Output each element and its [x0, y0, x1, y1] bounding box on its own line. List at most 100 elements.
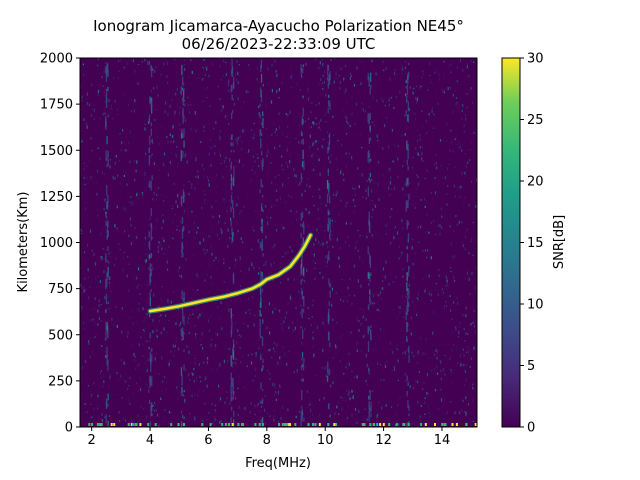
noise-pixel	[171, 99, 173, 101]
noise-pixel	[311, 169, 313, 171]
noise-pixel	[172, 88, 174, 90]
noise-pixel	[109, 159, 111, 161]
noise-pixel	[461, 150, 463, 152]
noise-pixel	[351, 112, 353, 116]
band-pixel	[105, 91, 108, 102]
noise-pixel	[191, 394, 193, 398]
noise-pixel	[149, 156, 151, 159]
noise-pixel	[380, 218, 382, 220]
noise-pixel	[278, 125, 280, 129]
noise-pixel	[205, 311, 207, 313]
band-pixel	[327, 331, 330, 341]
noise-pixel	[177, 397, 179, 401]
y-tick-label: 500	[48, 328, 73, 343]
band-pixel	[105, 355, 107, 359]
noise-pixel	[462, 68, 464, 72]
band-pixel	[368, 177, 370, 181]
noise-pixel	[131, 111, 133, 113]
noise-pixel	[137, 336, 139, 338]
band-pixel	[182, 108, 184, 116]
noise-pixel	[338, 74, 340, 77]
noise-pixel	[82, 366, 84, 369]
noise-pixel	[220, 163, 222, 165]
noise-pixel	[133, 378, 135, 380]
noise-pixel	[296, 369, 298, 373]
noise-pixel	[119, 182, 121, 186]
noise-pixel	[464, 264, 466, 268]
noise-pixel	[284, 316, 286, 319]
noise-pixel	[411, 238, 413, 241]
noise-pixel	[430, 256, 432, 260]
noise-pixel	[317, 96, 319, 100]
noise-pixel	[173, 182, 175, 186]
band-pixel	[260, 354, 262, 360]
noise-pixel	[293, 278, 295, 282]
noise-pixel	[240, 237, 242, 241]
noise-pixel	[319, 243, 321, 246]
band-pixel	[328, 156, 330, 160]
noise-pixel	[348, 391, 350, 395]
noise-pixel	[312, 331, 314, 333]
band-pixel	[231, 397, 233, 401]
noise-pixel	[225, 61, 227, 63]
noise-pixel	[178, 134, 180, 138]
noise-pixel	[332, 318, 334, 321]
noise-pixel	[375, 111, 377, 113]
noise-pixel	[335, 157, 337, 160]
noise-pixel	[368, 184, 370, 186]
noise-pixel	[311, 155, 313, 158]
noise-pixel	[275, 128, 277, 131]
noise-pixel	[393, 366, 395, 370]
noise-pixel	[136, 382, 138, 384]
band-pixel	[408, 193, 410, 200]
noise-pixel	[359, 256, 361, 259]
noise-pixel	[321, 82, 323, 85]
noise-pixel	[293, 396, 296, 399]
colorbar	[502, 58, 520, 427]
noise-pixel	[313, 211, 315, 214]
noise-pixel	[235, 94, 237, 97]
noise-pixel	[209, 316, 211, 319]
noise-pixel	[433, 310, 435, 314]
noise-pixel	[129, 403, 131, 405]
noise-pixel	[158, 423, 161, 427]
band-pixel	[328, 141, 330, 146]
noise-pixel	[350, 222, 352, 225]
noise-pixel	[458, 142, 460, 144]
noise-pixel	[267, 83, 269, 85]
noise-pixel	[440, 207, 442, 210]
band-pixel	[183, 128, 185, 138]
noise-pixel	[243, 101, 245, 103]
ground-echo-pixel	[99, 423, 102, 426]
noise-pixel	[88, 159, 90, 163]
band-pixel	[301, 412, 303, 422]
noise-pixel	[225, 166, 227, 168]
noise-pixel	[322, 138, 325, 141]
noise-pixel	[245, 90, 247, 94]
noise-pixel	[362, 317, 364, 319]
noise-pixel	[265, 104, 267, 106]
noise-pixel	[418, 154, 420, 156]
noise-pixel	[275, 398, 277, 402]
noise-pixel	[307, 223, 309, 228]
noise-pixel	[89, 319, 91, 323]
noise-pixel	[90, 394, 92, 398]
noise-pixel	[179, 192, 181, 195]
noise-pixel	[331, 303, 333, 307]
noise-pixel	[386, 361, 388, 363]
noise-pixel	[146, 340, 148, 343]
noise-pixel	[295, 306, 297, 310]
noise-pixel	[129, 130, 131, 134]
noise-pixel	[257, 156, 259, 159]
noise-pixel	[134, 69, 136, 73]
band-pixel	[405, 110, 407, 117]
noise-pixel	[84, 251, 86, 254]
noise-pixel	[472, 386, 474, 390]
noise-pixel	[90, 176, 92, 180]
noise-pixel	[297, 136, 299, 139]
noise-pixel	[317, 67, 319, 70]
band-pixel	[180, 195, 182, 205]
noise-pixel	[346, 201, 348, 204]
noise-pixel	[126, 183, 128, 186]
noise-pixel	[466, 271, 469, 275]
